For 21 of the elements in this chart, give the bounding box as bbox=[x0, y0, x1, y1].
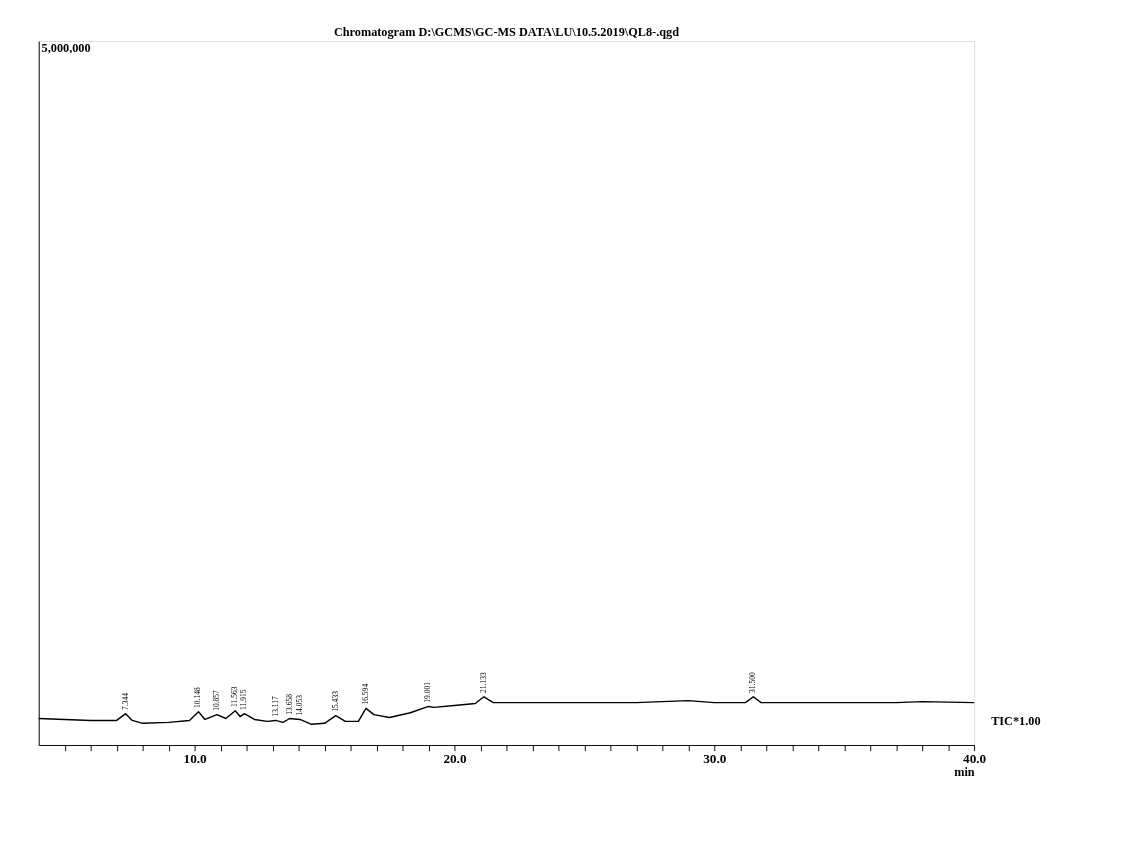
annotation: 11.563 bbox=[230, 686, 240, 707]
x-tick-label: 30.0 bbox=[703, 751, 727, 767]
annotation: 16.594 bbox=[360, 683, 370, 705]
annotation: 11.915 bbox=[239, 689, 249, 710]
x-tick-label: 20.0 bbox=[443, 751, 467, 767]
annotation: 13.658 bbox=[284, 693, 294, 715]
text: TIC*1.00 bbox=[991, 714, 1041, 729]
annotation: 15.433 bbox=[330, 690, 340, 712]
annotation: 10.148 bbox=[193, 686, 203, 708]
x-tick-label: 10.0 bbox=[183, 751, 208, 767]
annotation: 7.344 bbox=[120, 692, 130, 710]
chart-title: Chromatogram D:\GCMS\GC-MS DATA\LU\10.5.2019\QL8-.qgd bbox=[333, 25, 680, 40]
annotation: 31.500 bbox=[748, 672, 758, 694]
annotation: 13.117 bbox=[270, 695, 280, 717]
text: 5,000,000 bbox=[41, 41, 91, 56]
annotation: 10.857 bbox=[211, 689, 221, 711]
x-axis-title: min bbox=[954, 764, 975, 779]
annotation: 19.001 bbox=[423, 681, 433, 703]
annotation: 14.053 bbox=[294, 694, 304, 716]
annotation: 21.133 bbox=[478, 672, 488, 694]
x-tick-label: 40.0 bbox=[963, 751, 987, 767]
